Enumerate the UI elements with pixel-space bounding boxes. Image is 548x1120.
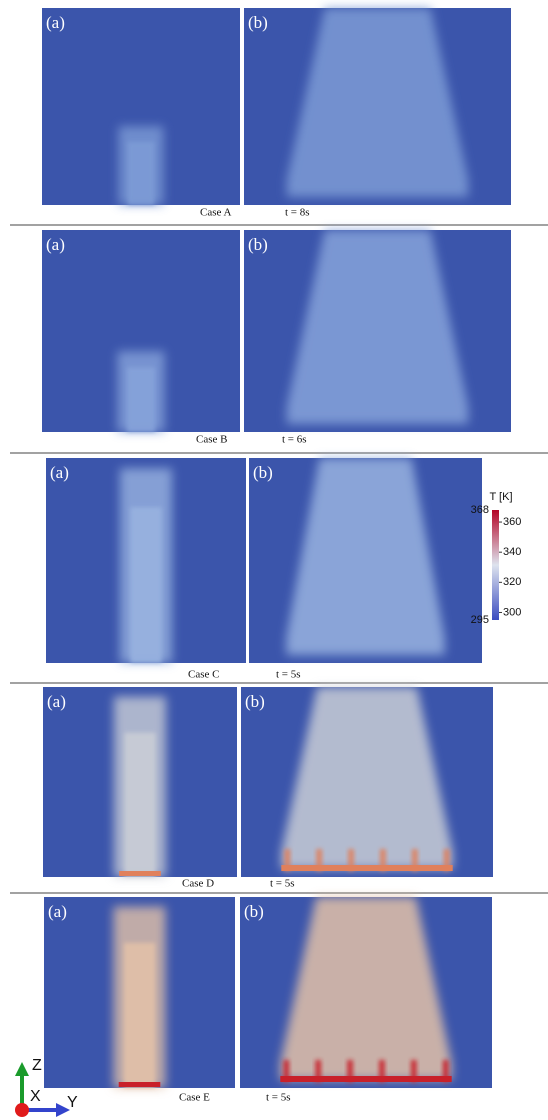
panel-label: (b) [248,13,268,32]
hot-jet [284,849,291,871]
hot-jet [347,1060,354,1082]
colorbar-max: 368 [471,504,489,516]
plume-core [124,732,156,877]
hot-base [118,1082,161,1087]
axis-triad: Z X Y [15,1057,78,1117]
hot-jet [410,1060,417,1082]
axis-label: X [30,1088,41,1105]
plume [280,897,452,1080]
colorbar [492,510,499,620]
hot-jet [379,849,386,871]
hot-jet [315,1060,322,1082]
hot-jet [316,849,323,871]
hot-jet [443,849,450,871]
colorbar-tick-label: 320 [503,576,521,588]
colorbar-tick-label: 340 [503,546,521,558]
time-label: t = 6s [282,434,307,446]
hot-jet [283,1060,290,1082]
colorbar-tick-label: 360 [503,516,521,528]
case-label: Case A [200,207,232,219]
plume-core [130,507,162,663]
time-label: t = 8s [285,207,310,219]
row: (a) (b) Case B t = 6s [10,230,548,454]
time-label: t = 5s [266,1092,291,1104]
colorbar-title: T [K] [489,491,512,503]
time-label: t = 5s [270,878,295,890]
case-label: Case E [179,1092,210,1104]
panel-label: (a) [46,235,65,254]
plume [281,687,453,869]
case-label: Case C [188,669,219,681]
time-label: t = 5s [276,669,301,681]
panel-label: (a) [47,692,66,711]
row: (a) (b) Case D t = 5s [10,687,548,894]
case-label: Case D [182,878,214,890]
panel-label: (a) [46,13,65,32]
colorbar-tick-label: 300 [503,606,521,618]
axis-label: Z [32,1057,42,1074]
hot-jet [378,1060,385,1082]
hot-base [280,1076,452,1082]
panel-label: (b) [253,463,273,482]
plume-core [126,367,156,432]
hot-base [119,871,161,876]
row: (a) (b) Case E t = 5s [44,897,492,1104]
axis-label: Y [67,1094,78,1111]
panel-label: (a) [50,463,69,482]
panel-label: (b) [245,692,265,711]
row: (a) (b) Case A t = 8s [10,8,548,226]
plume-core [127,141,155,205]
panel-label: (b) [248,235,268,254]
panel-label: (b) [244,902,264,921]
plume [286,458,445,655]
plume-core [123,942,156,1088]
row: (a) (b) Case C t = 5s [10,458,548,684]
plume [286,8,469,197]
plume [286,230,469,424]
case-label: Case B [196,434,227,446]
hot-jet [348,849,355,871]
panel-label: (a) [48,902,67,921]
hot-jet [442,1060,449,1082]
hot-base [281,865,453,871]
colorbar-min: 295 [471,614,489,626]
hot-jet [411,849,418,871]
